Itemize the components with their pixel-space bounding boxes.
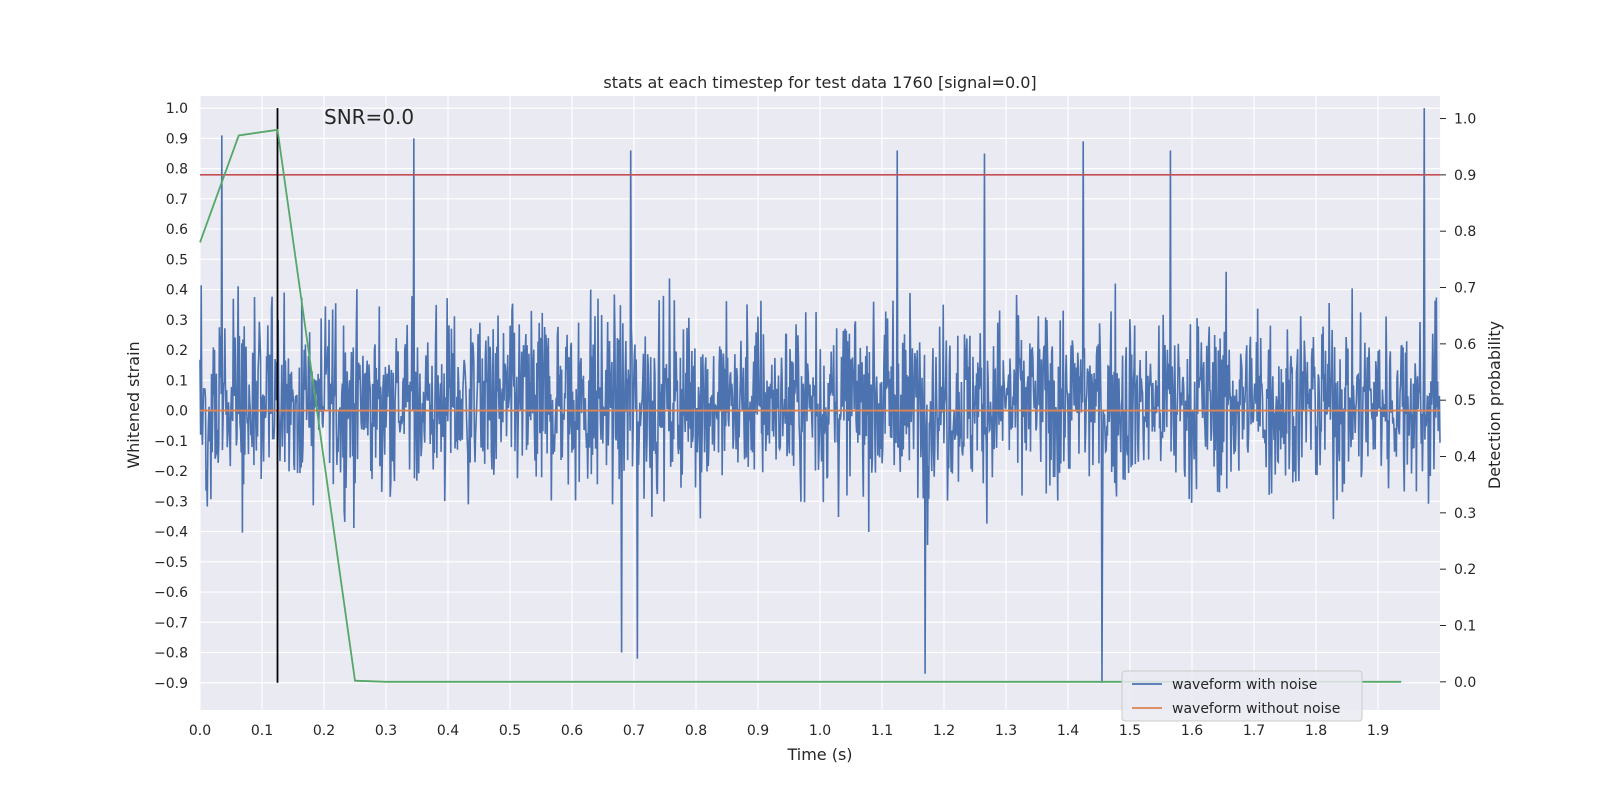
legend-label-clean: waveform without noise xyxy=(1172,701,1340,717)
y-tick-label: −0.4 xyxy=(154,525,188,541)
x-tick-label: 0.9 xyxy=(747,723,769,739)
x-tick-label: 0.0 xyxy=(189,723,211,739)
legend: waveform with noise waveform without noi… xyxy=(1121,670,1363,722)
y2-tick-label: 0.9 xyxy=(1454,168,1476,184)
y-tick-label: 0.6 xyxy=(166,222,188,238)
y-tick-label: 0.9 xyxy=(166,131,188,147)
snr-annotation: SNR=0.0 xyxy=(324,105,414,129)
y2-tick-label: 0.6 xyxy=(1454,337,1476,353)
x-tick-label: 1.9 xyxy=(1367,723,1389,739)
ticks: 0.0 0.1 0.2 0.3 0.4 0.5 0.6 0.7 0.8 0.9 1.0 1.1 1.2 1… xyxy=(154,101,1476,739)
y-tick-label: 0.2 xyxy=(166,343,188,359)
x-tick-label: 0.1 xyxy=(251,723,273,739)
y-tick-label: −0.6 xyxy=(154,585,188,601)
x-tick-label: 1.8 xyxy=(1305,723,1327,739)
x-tick-label: 0.2 xyxy=(313,723,335,739)
x-tick-label: 1.6 xyxy=(1181,723,1203,739)
y-tick-label: −0.3 xyxy=(154,494,188,510)
y2-tick-label: 1.0 xyxy=(1454,112,1476,128)
y2-tick-label: 0.3 xyxy=(1454,506,1476,522)
y-tick-label: 0.1 xyxy=(166,373,188,389)
y2-tick-label: 0.5 xyxy=(1454,393,1476,409)
y2-tick-label: 0.0 xyxy=(1454,675,1476,691)
y2-tick-label: 0.2 xyxy=(1454,562,1476,578)
y-tick-label: 1.0 xyxy=(166,101,188,117)
y-axis-label: Whitened strain xyxy=(124,341,143,468)
y-tick-label: 0.3 xyxy=(166,313,188,329)
y-tick-label: −0.8 xyxy=(154,646,188,662)
series-detection-probability xyxy=(199,128,1402,683)
y-tick-label: 0.8 xyxy=(166,162,188,178)
y2-tick-label: 0.7 xyxy=(1454,281,1476,297)
y-tick-label: −0.7 xyxy=(154,615,188,631)
y-tick-label: 0.5 xyxy=(166,252,188,268)
x-tick-label: 0.6 xyxy=(561,723,583,739)
chart-title: stats at each timestep for test data 176… xyxy=(603,73,1036,92)
x-tick-label: 1.4 xyxy=(1057,723,1079,739)
x-tick-label: 0.5 xyxy=(499,723,521,739)
x-tick-label: 1.5 xyxy=(1119,723,1141,739)
x-tick-label: 0.3 xyxy=(375,723,397,739)
series-layer xyxy=(199,108,1441,683)
y2-tick-label: 0.8 xyxy=(1454,224,1476,240)
legend-box xyxy=(1121,670,1363,722)
y-tick-label: −0.9 xyxy=(154,676,188,692)
x-tick-label: 0.8 xyxy=(685,723,707,739)
y-tick-label: 0.0 xyxy=(166,404,188,420)
y-tick-label: −0.1 xyxy=(154,434,188,450)
x-axis-label: Time (s) xyxy=(786,745,852,764)
y2-tick-label: 0.4 xyxy=(1454,450,1476,466)
y-tick-label: 0.4 xyxy=(166,283,188,299)
x-tick-label: 0.7 xyxy=(623,723,645,739)
x-tick-label: 1.2 xyxy=(933,723,955,739)
y2-tick-label: 0.1 xyxy=(1454,619,1476,635)
x-tick-label: 1.1 xyxy=(871,723,893,739)
y-tick-label: −0.5 xyxy=(154,555,188,571)
x-tick-label: 1.0 xyxy=(809,723,831,739)
x-tick-label: 0.4 xyxy=(437,723,459,739)
legend-label-noise: waveform with noise xyxy=(1172,677,1317,693)
y2-axis-label: Detection probability xyxy=(1485,321,1504,489)
y-tick-label: −0.2 xyxy=(154,464,188,480)
x-tick-label: 1.3 xyxy=(995,723,1017,739)
x-tick-label: 1.7 xyxy=(1243,723,1265,739)
series-waveform-with-noise xyxy=(199,108,1441,683)
y-tick-label: 0.7 xyxy=(166,192,188,208)
